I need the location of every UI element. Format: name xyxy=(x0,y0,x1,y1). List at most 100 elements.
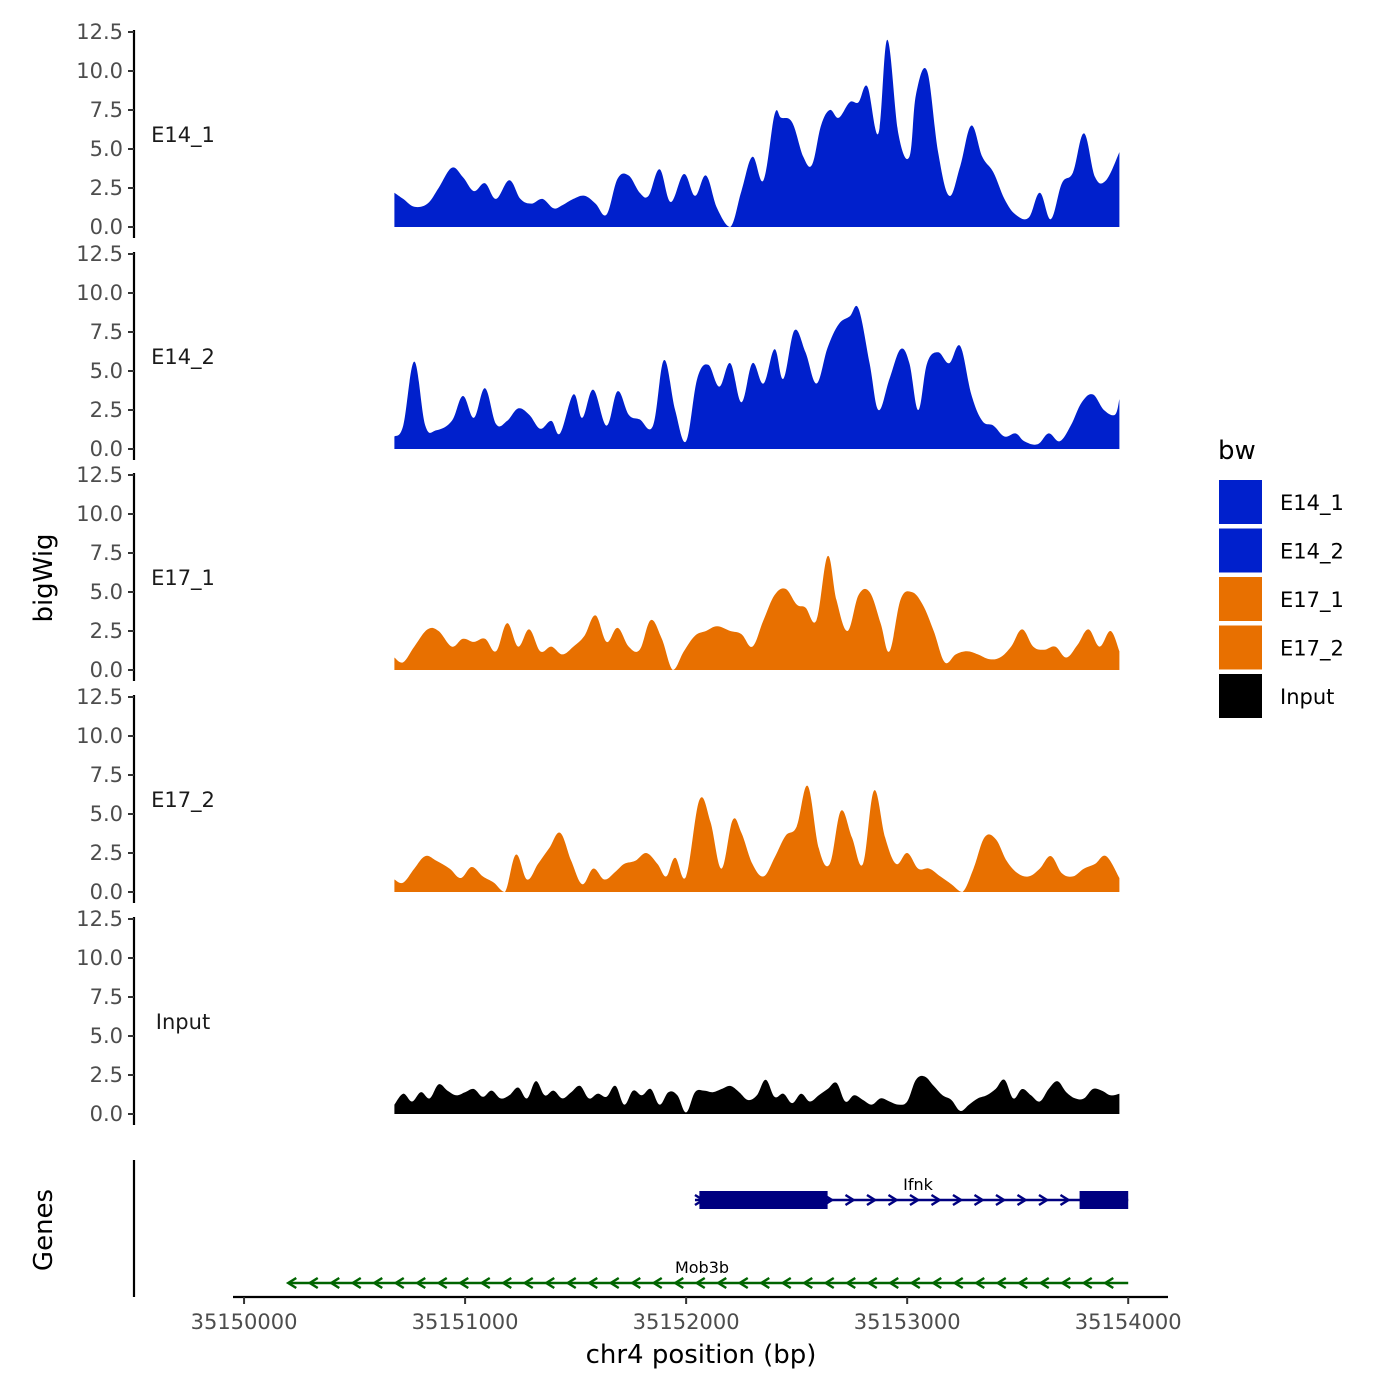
track-label-e17-2: E17_2 xyxy=(151,788,215,813)
y-tick-label: 2.5 xyxy=(90,619,123,643)
strand-arrow xyxy=(930,1276,942,1290)
strand-arrow xyxy=(307,1276,319,1290)
strand-arrow xyxy=(952,1276,964,1290)
gene-mob3b: Mob3b xyxy=(285,1258,1129,1290)
strand-arrow xyxy=(1081,1276,1093,1290)
strand-arrow xyxy=(973,1193,985,1207)
strand-arrow xyxy=(651,1276,663,1290)
strand-arrow xyxy=(909,1276,921,1290)
y-tick-label: 12.5 xyxy=(76,685,123,709)
legend-swatch xyxy=(1219,577,1262,621)
gene-ifnk: Ifnk xyxy=(694,1175,1129,1209)
strand-arrow xyxy=(694,1276,706,1290)
x-tick-label: 35150000 xyxy=(191,1310,298,1334)
y-tick-label: 2.5 xyxy=(90,1063,123,1087)
strand-arrow xyxy=(780,1276,792,1290)
legend-entry-e14-2: E14_2 xyxy=(1219,528,1344,573)
track-label-e14-1: E14_1 xyxy=(151,123,215,148)
strand-arrow xyxy=(866,1193,878,1207)
strand-arrow xyxy=(930,1193,942,1207)
strand-arrow xyxy=(350,1276,362,1290)
y-tick-label: 12.5 xyxy=(76,907,123,931)
exon-block xyxy=(1079,1191,1129,1209)
strand-arrow xyxy=(1059,1276,1071,1290)
x-tick-label: 35151000 xyxy=(412,1310,519,1334)
x-axis-title: chr4 position (bp) xyxy=(586,1340,817,1370)
strand-arrow xyxy=(608,1276,620,1290)
signal-area-input xyxy=(394,1075,1120,1114)
legend-label: E14_1 xyxy=(1280,491,1344,516)
gene-track: Ifnk Mob3b xyxy=(132,1160,1129,1297)
legend-entry-e17-1: E17_1 xyxy=(1219,577,1344,621)
y-tick-label: 12.5 xyxy=(76,463,123,487)
strand-arrow xyxy=(414,1276,426,1290)
strand-arrow xyxy=(1038,1276,1050,1290)
panel-e17-1: 0.0 2.5 5.0 7.5 10.0 12.5 E17_1 xyxy=(76,463,1120,682)
strand-arrow xyxy=(328,1276,340,1290)
legend-entry-input: Input xyxy=(1219,674,1334,718)
strand-arrow xyxy=(479,1276,491,1290)
strand-arrow xyxy=(887,1193,899,1207)
legend-swatch xyxy=(1219,480,1262,524)
legend-swatch xyxy=(1219,674,1262,718)
y-tick-label: 7.5 xyxy=(90,98,123,122)
strand-arrow xyxy=(285,1276,297,1290)
y-tick-label: 5.0 xyxy=(90,802,123,826)
exon-block xyxy=(699,1191,828,1209)
y-tick-label: 10.0 xyxy=(76,946,123,970)
strand-arrow xyxy=(565,1276,577,1290)
x-tick-label: 35152000 xyxy=(633,1310,740,1334)
strand-arrow xyxy=(823,1276,835,1290)
strand-arrow xyxy=(973,1276,985,1290)
strand-arrow xyxy=(457,1276,469,1290)
legend-swatch xyxy=(1219,528,1262,573)
legend-label: E17_2 xyxy=(1280,637,1344,662)
strand-arrow xyxy=(801,1276,813,1290)
legend-label: E17_1 xyxy=(1280,588,1344,613)
y-axis-title: bigWig xyxy=(29,533,59,622)
y-tick-label: 7.5 xyxy=(90,763,123,787)
strand-arrow xyxy=(436,1276,448,1290)
y-tick-label: 12.5 xyxy=(76,242,123,266)
gene-label-mob3b: Mob3b xyxy=(675,1258,729,1277)
track-label-input: Input xyxy=(156,1010,210,1034)
legend: E14_1 E14_2 E17_1 E17_2 Input xyxy=(1219,480,1344,718)
y-tick-label: 2.5 xyxy=(90,398,123,422)
x-tick-label: 35154000 xyxy=(1075,1310,1182,1334)
strand-arrow xyxy=(393,1276,405,1290)
panel-e14-2: 0.0 2.5 5.0 7.5 10.0 12.5 E14_2 xyxy=(76,242,1120,461)
genes-axis-title: Genes xyxy=(29,1189,59,1271)
legend-label: E14_2 xyxy=(1280,540,1344,565)
strand-arrow xyxy=(887,1276,899,1290)
strand-arrow xyxy=(1102,1276,1114,1290)
y-tick-label: 5.0 xyxy=(90,359,123,383)
strand-arrow xyxy=(909,1193,921,1207)
signal-area-e17-1 xyxy=(394,555,1120,670)
track-panels: 0.0 2.5 5.0 7.5 10.0 12.5 E14_1 0.0 2.5 5.0 7.5 10.… xyxy=(76,20,1120,1126)
y-tick-label: 0.0 xyxy=(90,215,123,239)
strand-arrow xyxy=(995,1193,1007,1207)
y-tick-label: 7.5 xyxy=(90,985,123,1009)
strand-arrow xyxy=(844,1193,856,1207)
strand-arrow xyxy=(672,1276,684,1290)
panel-e14-1: 0.0 2.5 5.0 7.5 10.0 12.5 E14_1 xyxy=(76,20,1120,239)
panel-e17-2: 0.0 2.5 5.0 7.5 10.0 12.5 E17_2 xyxy=(76,685,1120,904)
y-tick-label: 12.5 xyxy=(76,20,123,44)
legend-label: Input xyxy=(1280,685,1334,709)
signal-area-e17-2 xyxy=(394,785,1120,892)
strand-arrow xyxy=(844,1276,856,1290)
strand-arrow xyxy=(1016,1276,1028,1290)
strand-arrow xyxy=(737,1276,749,1290)
strand-arrow xyxy=(500,1276,512,1290)
y-tick-label: 2.5 xyxy=(90,841,123,865)
y-tick-label: 0.0 xyxy=(90,437,123,461)
strand-arrow xyxy=(1038,1193,1050,1207)
strand-arrow xyxy=(952,1193,964,1207)
y-tick-label: 0.0 xyxy=(90,880,123,904)
y-tick-label: 0.0 xyxy=(90,658,123,682)
y-tick-label: 5.0 xyxy=(90,1024,123,1048)
strand-arrow xyxy=(995,1276,1007,1290)
legend-entry-e14-1: E14_1 xyxy=(1219,480,1344,524)
legend-swatch xyxy=(1219,625,1262,670)
